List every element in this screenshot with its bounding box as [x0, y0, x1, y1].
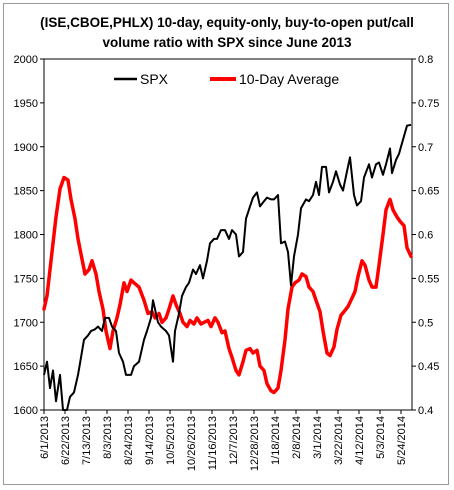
right-tick-label: 0.55: [418, 273, 439, 285]
x-tick-label: 8/3/2013: [102, 416, 114, 459]
x-tick-label: 6/22/2013: [60, 416, 72, 465]
x-tick-label: 6/1/2013: [39, 416, 51, 459]
x-tick-label: 5/3/2014: [375, 416, 387, 459]
legend-label-10-day-average: 10-Day Average: [239, 71, 339, 87]
x-tick-label: 10/5/2013: [165, 416, 177, 465]
series-line-10-day-average: [42, 175, 413, 395]
left-tick-label: 1900: [14, 142, 38, 154]
left-tick-label: 1750: [14, 273, 38, 285]
right-tick-label: 0.45: [418, 361, 439, 373]
chart-title-line-2: volume ratio with SPX since June 2013: [102, 35, 352, 50]
left-tick-label: 1800: [14, 230, 38, 242]
legend-label-spx: SPX: [140, 71, 169, 87]
left-axis: 1600 1650 1700 1750 1800 1850 1900 1950 2000: [14, 54, 44, 417]
right-tick-label: 0.6: [418, 230, 433, 242]
legend: SPX 10-Day Average: [114, 71, 339, 87]
x-tick-label: 9/14/2013: [144, 416, 156, 465]
series-line-spx: [43, 123, 412, 411]
x-tick-label: 2/8/2014: [291, 416, 303, 459]
x-tick-label: 1/18/2014: [270, 416, 282, 465]
left-tick-label: 1600: [14, 405, 38, 417]
right-tick-label: 0.5: [418, 317, 433, 329]
right-tick-label: 0.8: [418, 54, 433, 66]
left-tick-label: 1700: [14, 317, 38, 329]
x-tick-label: 12/7/2013: [228, 416, 240, 465]
x-tick-label: 3/22/2014: [333, 416, 345, 465]
x-axis: 6/1/2013 6/22/2013 7/13/2013 8/3/2013 8/24/2…: [39, 410, 408, 471]
right-tick-label: 0.65: [418, 186, 439, 198]
chart-title-line-1: (ISE,CBOE,PHLX) 10-day, equity-only, buy…: [40, 15, 414, 30]
right-tick-label: 0.7: [418, 142, 433, 154]
left-tick-label: 2000: [14, 54, 38, 66]
right-tick-label: 0.75: [418, 98, 439, 110]
x-tick-label: 4/12/2014: [354, 416, 366, 465]
left-tick-label: 1850: [14, 186, 38, 198]
right-tick-label: 0.4: [418, 405, 433, 417]
x-tick-label: 7/13/2013: [81, 416, 93, 465]
x-tick-label: 11/16/2013: [207, 416, 219, 470]
x-tick-label: 5/24/2014: [396, 416, 408, 465]
right-axis: 0.4 0.45 0.5 0.55 0.6 0.65 0.7 0.75 0.8: [412, 54, 439, 417]
x-tick-label: 8/24/2013: [123, 416, 135, 465]
left-tick-label: 1950: [14, 98, 38, 110]
x-tick-label: 3/1/2014: [312, 416, 324, 459]
left-tick-label: 1650: [14, 361, 38, 373]
x-tick-label: 10/26/2013: [186, 416, 198, 471]
x-tick-label: 12/28/2013: [249, 416, 261, 471]
chart-frame: (ISE,CBOE,PHLX) 10-day, equity-only, buy…: [3, 3, 449, 485]
chart-svg: (ISE,CBOE,PHLX) 10-day, equity-only, buy…: [14, 15, 440, 471]
